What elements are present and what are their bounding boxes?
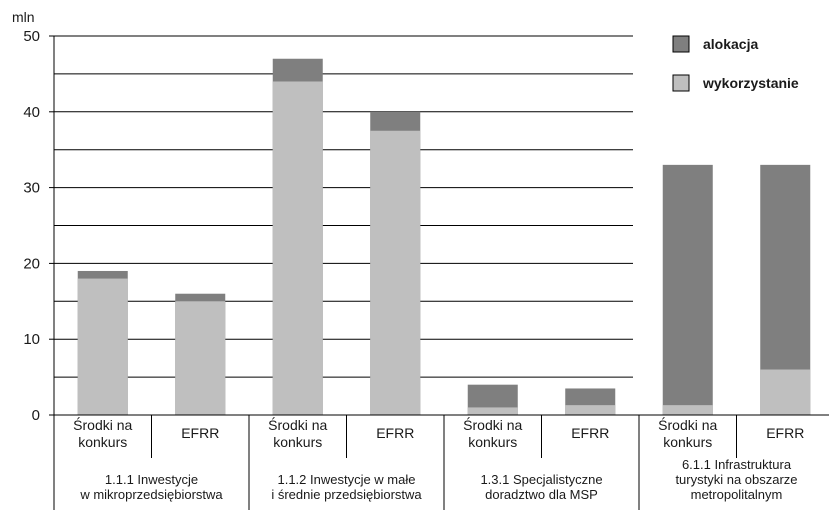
- category-label: Środki na: [658, 416, 717, 433]
- legend-swatch: [672, 35, 690, 53]
- bar-wykorzystanie: [175, 301, 226, 415]
- group-label: 1.3.1 Specjalistyczne: [480, 472, 602, 487]
- bar-wykorzystanie: [77, 278, 128, 415]
- bars: [77, 58, 811, 416]
- group-label: doradztwo dla MSP: [485, 487, 598, 502]
- group-label: turystyki na obszarze: [675, 472, 797, 487]
- bar-wykorzystanie: [467, 407, 518, 415]
- group-label: 1.1.1 Inwestycje: [105, 472, 198, 487]
- bar-alokacja: [662, 164, 713, 415]
- category-label: Środki na: [463, 416, 522, 433]
- bar-wykorzystanie: [760, 369, 811, 415]
- group-label: i średnie przedsiębiorstwa: [271, 487, 422, 502]
- legend-label: wykorzystanie: [702, 75, 799, 91]
- y-tick-label: 50: [23, 28, 40, 45]
- category-label: EFRR: [766, 425, 804, 441]
- category-label: EFRR: [181, 425, 219, 441]
- category-label: konkurs: [273, 434, 322, 450]
- category-label: Środki na: [268, 416, 327, 433]
- category-label: konkurs: [663, 434, 712, 450]
- y-tick-label: 40: [23, 104, 40, 121]
- y-tick-label: 30: [23, 180, 40, 197]
- category-label: EFRR: [571, 425, 609, 441]
- y-tick-label: 20: [23, 255, 40, 272]
- category-label: konkurs: [468, 434, 517, 450]
- y-tick-label: 0: [32, 407, 40, 424]
- group-label: w mikroprzedsiębiorstwa: [79, 487, 223, 502]
- group-label: metropolitalnym: [691, 487, 783, 502]
- axes: [53, 36, 829, 416]
- legend-swatch: [672, 74, 690, 92]
- legend-label: alokacja: [703, 36, 758, 52]
- group-label: 6.1.1 Infrastruktura: [682, 457, 792, 472]
- bar-wykorzystanie: [565, 405, 616, 415]
- bar-wykorzystanie: [370, 130, 421, 415]
- bar-wykorzystanie: [662, 405, 713, 415]
- y-tick-labels: 0 10 20 30 40 50: [23, 28, 54, 424]
- bar-wykorzystanie: [272, 81, 323, 415]
- category-label: EFRR: [376, 425, 414, 441]
- y-unit-label: mln: [12, 9, 35, 25]
- legend: alokacja wykorzystanie: [672, 35, 799, 92]
- group-label: 1.1.2 Inwestycje w małe: [277, 472, 415, 487]
- y-tick-label: 10: [23, 331, 40, 348]
- category-label: konkurs: [78, 434, 127, 450]
- grid-lines: [54, 35, 633, 378]
- category-label: Środki na: [73, 416, 132, 433]
